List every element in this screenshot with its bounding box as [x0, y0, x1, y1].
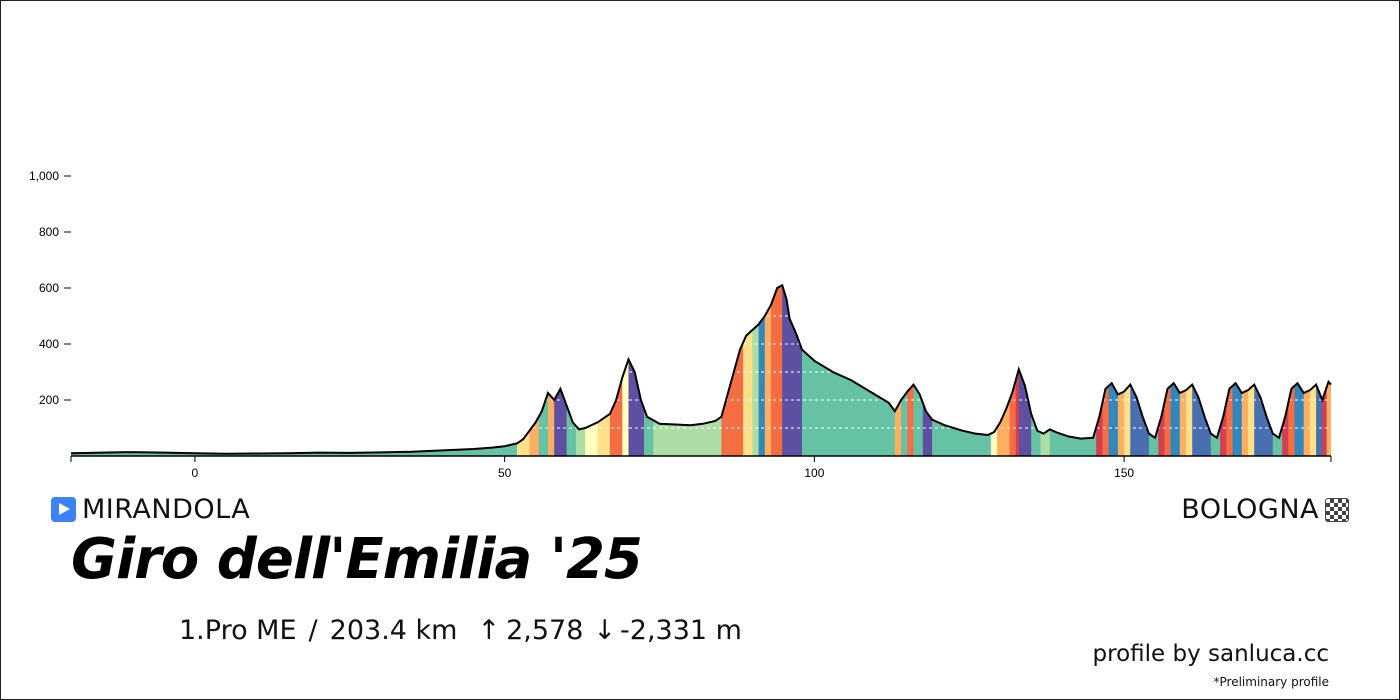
- gridlines: [71, 315, 1331, 429]
- gradient-band: [1186, 285, 1193, 456]
- arrow-down-icon: ↓: [593, 615, 617, 646]
- gradient-band: [1326, 285, 1331, 456]
- gradient-bands: [71, 285, 1331, 456]
- profile-outline: [70, 283, 1332, 455]
- descent-value: -2,331 m: [620, 615, 742, 646]
- gradient-band: [752, 285, 760, 456]
- y-tick-label: 800: [39, 225, 59, 239]
- preliminary-note: *Preliminary profile: [1213, 675, 1329, 689]
- gradient-band: [517, 285, 530, 456]
- gradient-band: [1226, 285, 1234, 456]
- y-tick-label: 600: [39, 281, 59, 295]
- gradient-band: [771, 285, 783, 456]
- gradient-band: [628, 285, 645, 456]
- finish-location: BOLOGNA: [1181, 494, 1349, 525]
- gradient-band: [597, 285, 611, 456]
- gradient-band: [1316, 285, 1323, 456]
- gradient-band: [1049, 285, 1097, 456]
- gradient-band: [1040, 285, 1051, 456]
- gradient-band: [585, 285, 599, 456]
- checkered-flag-icon: [1325, 497, 1349, 522]
- gradient-band: [764, 285, 772, 456]
- gradient-band: [1248, 285, 1255, 456]
- finish-city: BOLOGNA: [1181, 494, 1319, 525]
- gradient-band: [548, 285, 555, 456]
- gradient-band: [609, 285, 623, 456]
- y-tick-label: 200: [39, 393, 59, 407]
- gradient-band: [1294, 285, 1305, 456]
- gradient-band: [1303, 285, 1311, 456]
- x-tick-label: 50: [498, 466, 512, 480]
- y-axis: 200 400 600 800 1,000: [29, 169, 71, 407]
- gradient-band: [1102, 285, 1110, 456]
- gradient-band: [721, 285, 744, 456]
- x-tick-label: 100: [804, 466, 824, 480]
- gradient-band: [907, 285, 915, 456]
- gradient-band: [1254, 285, 1274, 456]
- gradient-band: [1241, 285, 1249, 456]
- stats-separator: /: [308, 615, 318, 646]
- gradient-band: [758, 285, 766, 456]
- gradient-band: [1009, 285, 1017, 456]
- gradient-band: [1108, 285, 1119, 456]
- gradient-band: [1179, 285, 1187, 456]
- gradient-band: [1232, 285, 1243, 456]
- y-tick-label: 400: [39, 337, 59, 351]
- gradient-band: [932, 285, 992, 456]
- race-category: 1.Pro ME: [179, 615, 297, 646]
- play-flag-icon: [51, 497, 76, 522]
- gradient-band: [782, 285, 788, 456]
- gradient-band: [575, 285, 586, 456]
- gradient-band: [1309, 285, 1317, 456]
- gradient-band: [1288, 285, 1296, 456]
- gradient-band: [1148, 285, 1159, 456]
- arrow-up-icon: ↑: [477, 615, 501, 646]
- race-distance: 203.4 km: [329, 615, 458, 646]
- gradient-band: [901, 285, 908, 456]
- gradient-band: [990, 285, 998, 456]
- x-tick-label: 0: [192, 466, 199, 480]
- start-location: MIRANDOLA: [51, 494, 250, 525]
- gradient-band: [1124, 285, 1131, 456]
- gradient-band: [802, 285, 896, 456]
- gradient-band: [1192, 285, 1212, 456]
- ascent-value: 2,578: [506, 615, 584, 646]
- gradient-band: [1117, 285, 1125, 456]
- gradient-band: [1164, 285, 1172, 456]
- gradient-band: [1031, 285, 1042, 456]
- race-stats: 1.Pro ME / 203.4 km ↑ 2,578 ↓ -2,331 m: [179, 615, 742, 646]
- gradient-band: [743, 285, 753, 456]
- gradient-band: [653, 285, 698, 456]
- gradient-band: [696, 285, 723, 456]
- x-axis: 0 50 100 150: [70, 455, 1332, 480]
- gradient-band: [1322, 285, 1328, 456]
- gradient-band: [913, 285, 924, 456]
- gradient-band: [894, 285, 902, 456]
- profile-credit: profile by sanluca.cc: [1092, 641, 1329, 667]
- gradient-band: [71, 285, 518, 456]
- y-tick-label: 1,000: [29, 169, 59, 183]
- gradient-band: [1210, 285, 1221, 456]
- gradient-band: [1170, 285, 1181, 456]
- gradient-band: [1130, 285, 1150, 456]
- start-city: MIRANDOLA: [82, 494, 251, 525]
- gradient-band: [622, 285, 630, 456]
- gradient-band: [554, 285, 568, 456]
- x-tick-label: 150: [1114, 466, 1134, 480]
- race-title: Giro dell'Emilia '25: [71, 527, 643, 592]
- gradient-band: [529, 285, 540, 456]
- gradient-band: [1272, 285, 1283, 456]
